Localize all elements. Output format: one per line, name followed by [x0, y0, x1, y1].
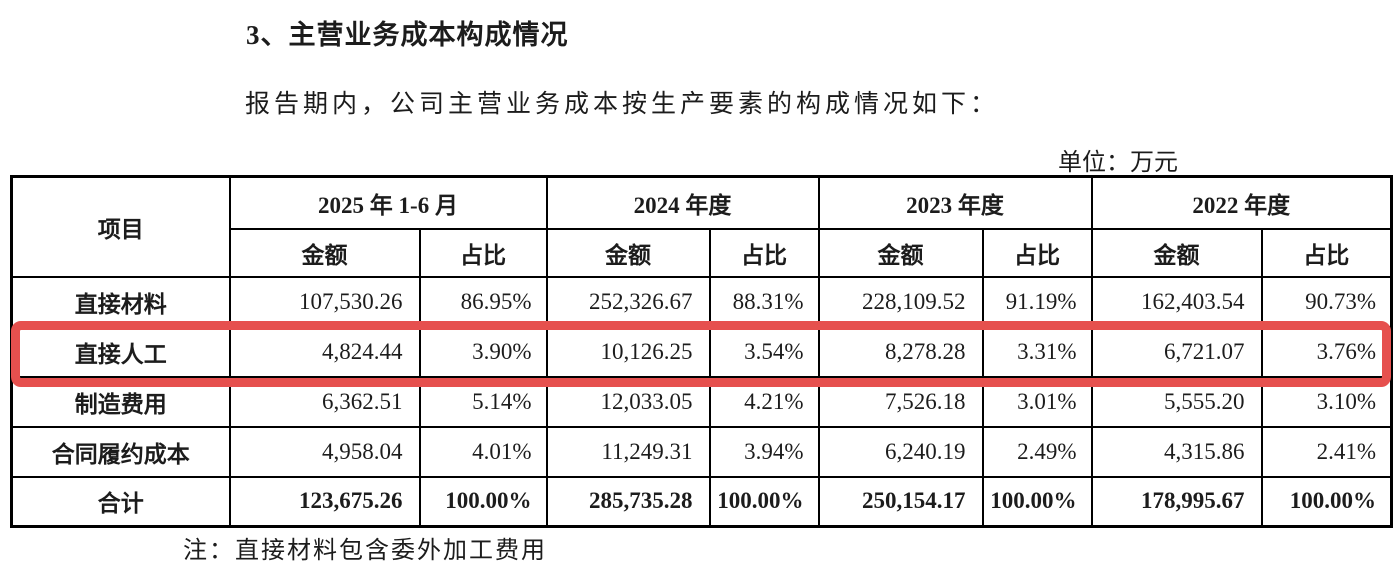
ratio-cell: 4.01% [418, 425, 548, 478]
table-row-total: 合计 123,675.26 100.00% 285,735.28 100.00%… [10, 475, 1393, 528]
table-row-manufacturing-overhead: 制造费用 6,362.51 5.14% 12,033.05 4.21% 7,52… [10, 375, 1393, 428]
cost-table-container: 项目 2025 年 1-6 月 2024 年度 2023 年度 2022 年度 … [10, 175, 1394, 528]
table-row-direct-materials: 直接材料 107,530.26 86.95% 252,326.67 88.31%… [10, 275, 1393, 328]
header-ratio: 占比 [418, 227, 548, 278]
amount-cell: 162,403.54 [1090, 275, 1263, 328]
intro-text: 报告期内，公司主营业务成本按生产要素的构成情况如下： [245, 91, 1000, 118]
header-period-2022: 2022 年度 [1090, 175, 1393, 230]
ratio-cell: 3.76% [1260, 325, 1393, 378]
ratio-cell: 3.31% [981, 325, 1093, 378]
row-label: 合计 [10, 475, 231, 528]
amount-cell: 252,326.67 [545, 275, 711, 328]
header-amount: 金额 [817, 227, 984, 278]
cost-composition-table: 项目 2025 年 1-6 月 2024 年度 2023 年度 2022 年度 … [10, 175, 1394, 528]
amount-cell: 6,721.07 [1090, 325, 1263, 378]
header-amount: 金额 [1090, 227, 1263, 278]
amount-cell: 8,278.28 [817, 325, 984, 378]
row-label: 直接材料 [10, 275, 231, 328]
ratio-cell: 5.14% [418, 375, 548, 428]
ratio-cell: 3.94% [708, 425, 820, 478]
row-label: 直接人工 [10, 325, 231, 378]
ratio-cell: 91.19% [981, 275, 1093, 328]
header-item: 项目 [10, 175, 231, 278]
header-amount: 金额 [545, 227, 711, 278]
ratio-cell: 4.21% [708, 375, 820, 428]
header-period-2025: 2025 年 1-6 月 [228, 175, 548, 230]
amount-cell: 4,824.44 [228, 325, 421, 378]
header-ratio: 占比 [981, 227, 1093, 278]
ratio-cell: 2.49% [981, 425, 1093, 478]
header-period-2023: 2023 年度 [817, 175, 1093, 230]
ratio-cell: 3.10% [1260, 375, 1393, 428]
ratio-cell: 100.00% [981, 475, 1093, 528]
row-label: 制造费用 [10, 375, 231, 428]
amount-cell: 123,675.26 [228, 475, 421, 528]
amount-cell: 6,240.19 [817, 425, 984, 478]
table-row-contract-performance-cost: 合同履约成本 4,958.04 4.01% 11,249.31 3.94% 6,… [10, 425, 1393, 478]
amount-cell: 4,958.04 [228, 425, 421, 478]
ratio-cell: 100.00% [708, 475, 820, 528]
amount-cell: 5,555.20 [1090, 375, 1263, 428]
amount-cell: 285,735.28 [545, 475, 711, 528]
unit-label: 单位：万元 [1058, 150, 1178, 176]
header-ratio: 占比 [708, 227, 820, 278]
header-ratio: 占比 [1260, 227, 1393, 278]
row-label: 合同履约成本 [10, 425, 231, 478]
header-period-2024: 2024 年度 [545, 175, 820, 230]
amount-cell: 250,154.17 [817, 475, 984, 528]
ratio-cell: 2.41% [1260, 425, 1393, 478]
ratio-cell: 86.95% [418, 275, 548, 328]
amount-cell: 11,249.31 [545, 425, 711, 478]
table-header-periods: 项目 2025 年 1-6 月 2024 年度 2023 年度 2022 年度 [10, 175, 1393, 278]
table-header-sub: 金额 占比 金额 占比 金额 占比 金额 占比 [12, 227, 1393, 278]
amount-cell: 12,033.05 [545, 375, 711, 428]
ratio-cell: 3.54% [708, 325, 820, 378]
page-title: 3、主营业务成本构成情况 [246, 20, 569, 50]
ratio-cell: 90.73% [1260, 275, 1393, 328]
amount-cell: 4,315.86 [1090, 425, 1263, 478]
amount-cell: 107,530.26 [228, 275, 421, 328]
amount-cell: 10,126.25 [545, 325, 711, 378]
ratio-cell: 88.31% [708, 275, 820, 328]
footnote: 注：直接材料包含委外加工费用 [183, 538, 547, 564]
amount-cell: 6,362.51 [228, 375, 421, 428]
amount-cell: 178,995.67 [1090, 475, 1263, 528]
ratio-cell: 3.90% [418, 325, 548, 378]
amount-cell: 228,109.52 [817, 275, 984, 328]
amount-cell: 7,526.18 [817, 375, 984, 428]
table-row-direct-labor-highlighted: 直接人工 4,824.44 3.90% 10,126.25 3.54% 8,27… [10, 325, 1393, 378]
ratio-cell: 3.01% [981, 375, 1093, 428]
ratio-cell: 100.00% [1260, 475, 1393, 528]
ratio-cell: 100.00% [418, 475, 548, 528]
header-amount: 金额 [228, 227, 421, 278]
